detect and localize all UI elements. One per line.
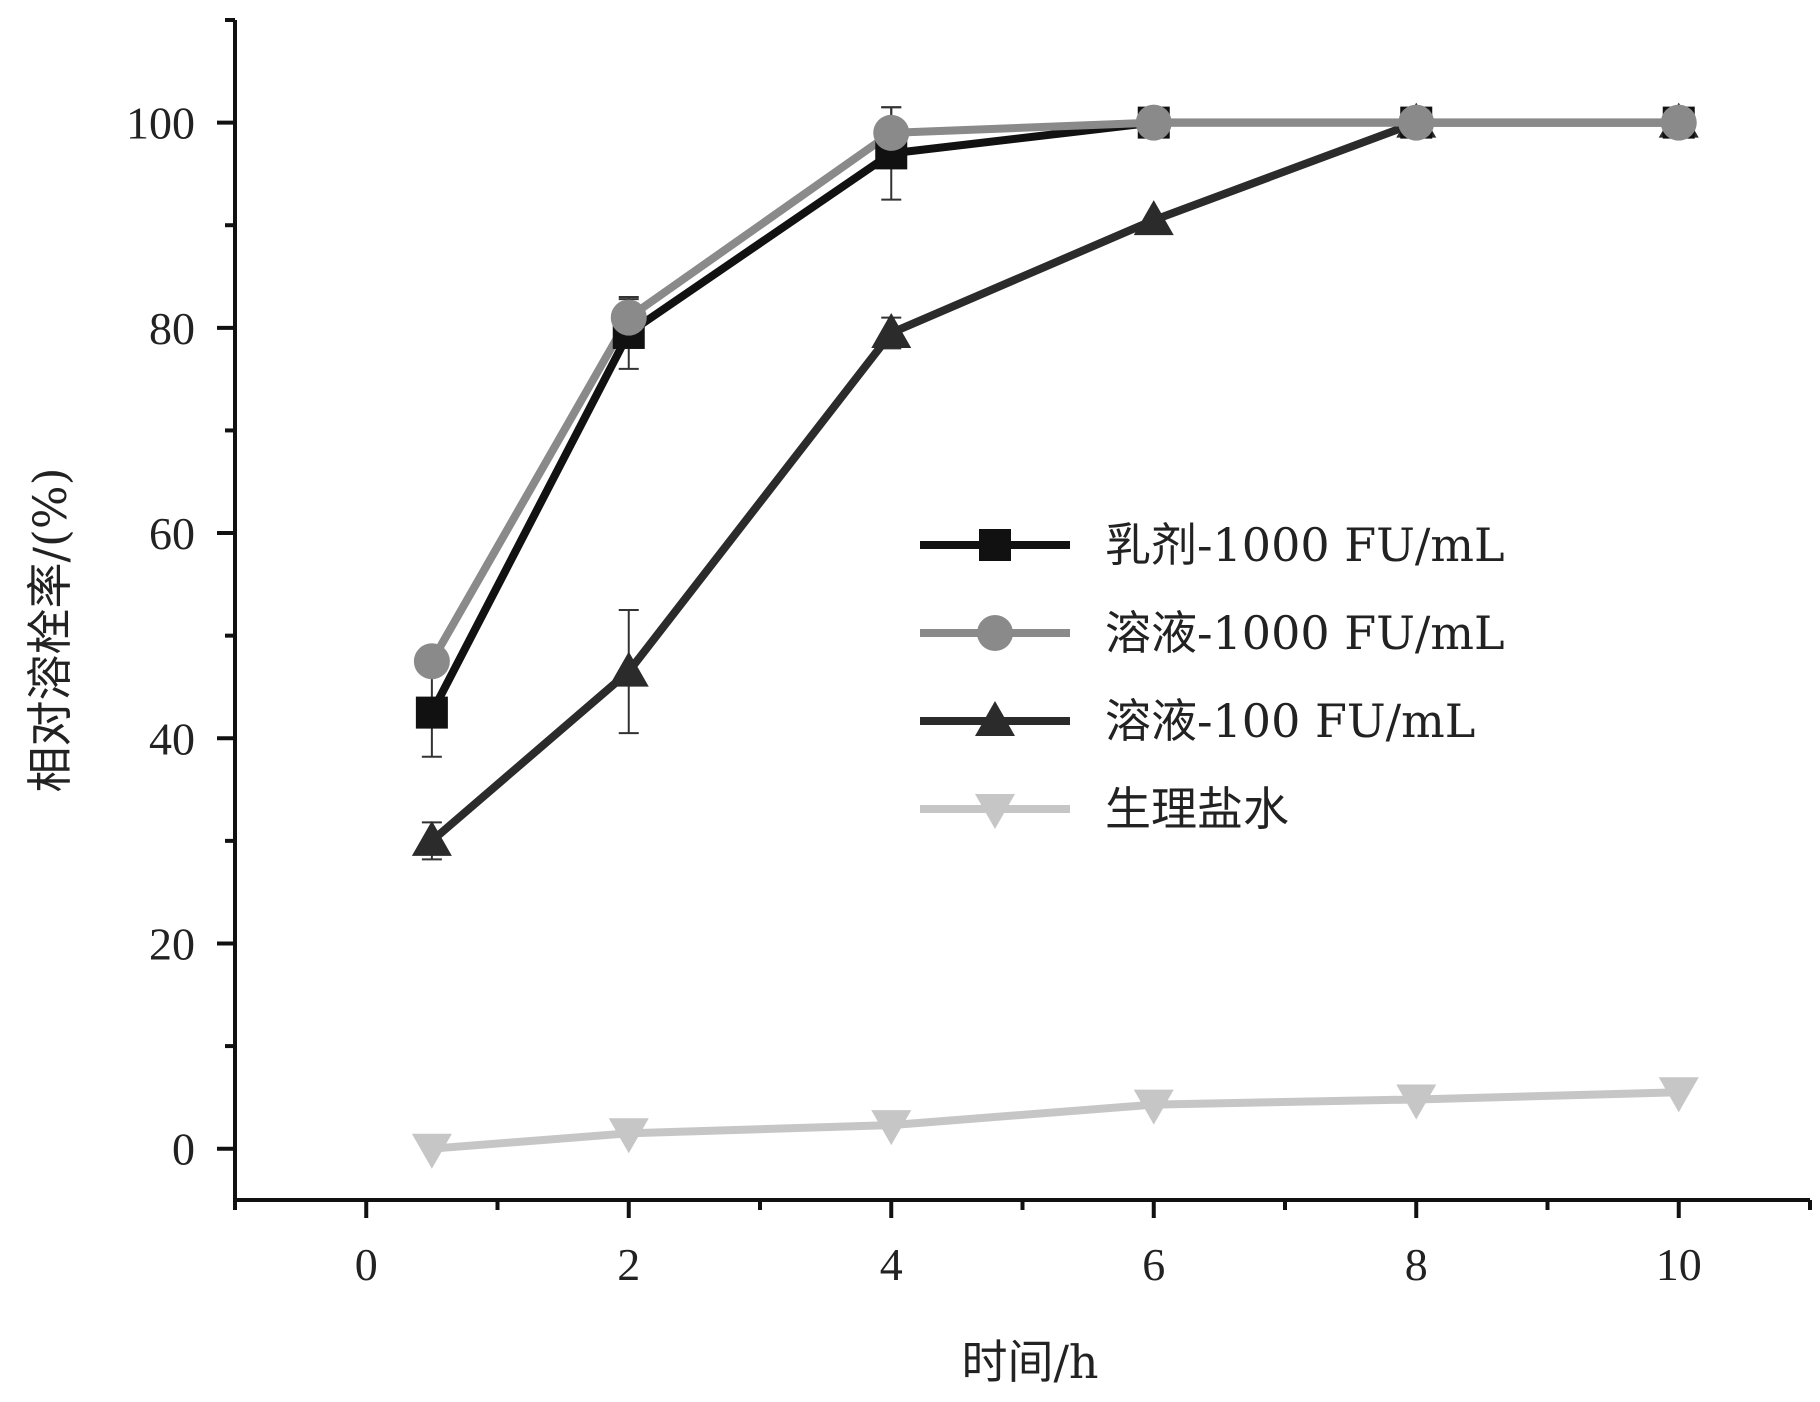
y-tick-label: 100 [126,98,195,149]
x-tick-label: 6 [1142,1239,1165,1290]
data-point-1 [1135,104,1172,141]
y-tick-label: 80 [149,303,195,354]
y-tick-label: 60 [149,508,195,559]
data-point-2 [411,820,452,856]
data-point-3 [608,1118,649,1154]
y-axis-title: 相对溶栓率/(%) [23,467,77,792]
data-point-1 [873,114,910,151]
x-tick-label: 8 [1405,1239,1428,1290]
y-tick-label: 0 [172,1124,195,1175]
y-tick-label: 20 [149,918,195,969]
x-tick-label: 10 [1656,1239,1702,1290]
data-point-3 [411,1133,452,1169]
series-line-1 [428,118,1679,664]
legend-marker [975,794,1015,829]
x-tick-label: 4 [880,1239,903,1290]
legend-label: 乳剂-1000 FU/mL [1105,518,1505,572]
data-point-3 [1658,1077,1699,1113]
series-line-3 [431,1088,1679,1153]
data-point-3 [1396,1084,1437,1120]
y-tick-label: 40 [149,713,195,764]
data-point-3 [871,1110,912,1146]
data-point-2 [1133,200,1174,236]
legend-label: 溶液-100 FU/mL [1105,694,1475,748]
data-point-1 [1660,104,1697,141]
legend-label: 溶液-1000 FU/mL [1105,606,1505,660]
x-tick-label: 2 [617,1239,640,1290]
series-lines [428,118,1679,1153]
legend-marker [977,615,1013,651]
series-markers [411,102,1699,1169]
legend-label: 生理盐水 [1105,782,1289,836]
data-point-3 [1133,1089,1174,1125]
x-tick-label: 0 [355,1239,378,1290]
data-point-1 [1398,104,1435,141]
data-point-1 [610,299,647,336]
data-point-0 [415,696,448,729]
legend-marker [979,529,1011,561]
data-point-1 [413,643,450,680]
x-axis-title: 时间/h [961,1335,1098,1389]
legend-marker [975,701,1015,736]
legend: 乳剂-1000 FU/mL 溶液-1000 FU/mL 溶液-100 FU/mL 生理… [920,518,1505,836]
data-point-2 [871,312,912,348]
data-point-2 [608,651,649,687]
error-bars [421,106,902,861]
